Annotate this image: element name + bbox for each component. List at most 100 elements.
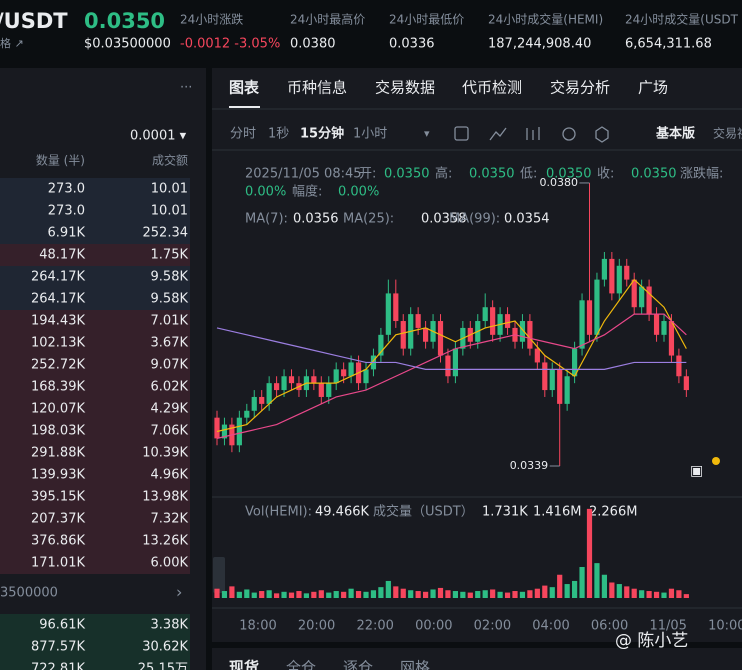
watermark: @ 陈小艺 <box>615 631 688 651</box>
volume-bar <box>668 588 675 598</box>
ask-amt: 9.58K <box>151 270 189 285</box>
volume-bar <box>393 586 399 598</box>
candle-body <box>549 369 555 391</box>
pair: /USDT <box>0 9 68 33</box>
tab[interactable]: 图表 <box>229 79 260 97</box>
tab[interactable]: 交易数据 <box>375 79 435 97</box>
more[interactable]: ··· <box>180 81 192 96</box>
ask-amt: 4.29K <box>151 402 189 417</box>
sub: 格 ↗ <box>0 36 24 50</box>
candle-body <box>259 396 265 404</box>
stat-label: 24小时成交量(USDT <box>625 12 739 27</box>
volume-bar <box>229 586 235 598</box>
candle-body <box>504 314 511 328</box>
ask-amt: 9.58K <box>151 292 189 307</box>
info: 0.0350 <box>469 167 515 182</box>
interval[interactable]: 15分钟 <box>300 126 344 142</box>
toolbar-icons[interactable] <box>454 126 609 143</box>
candle-body <box>579 300 585 349</box>
price: 0.0350 <box>84 9 165 33</box>
ma-value: 0.0354 <box>504 212 550 227</box>
candle-body <box>646 286 652 315</box>
mode2[interactable]: 交易视 <box>713 126 742 141</box>
ma-name: MA(99): <box>449 212 500 227</box>
row-bg <box>0 442 190 464</box>
row-bg <box>0 464 190 486</box>
vol-info: 49.466K <box>315 505 369 520</box>
bottom-tab[interactable]: 逐仓 <box>343 659 373 670</box>
interval[interactable]: 分时 <box>230 127 256 142</box>
volume-bar <box>445 590 451 598</box>
ask-amt: 9.07K <box>151 358 189 373</box>
row-bg <box>0 376 190 398</box>
candle-body <box>601 258 607 280</box>
info: 2025/11/05 08:45 <box>245 167 362 182</box>
row-bg <box>0 244 190 266</box>
volume-bar <box>311 591 317 598</box>
scroll-btn[interactable] <box>213 557 225 593</box>
volume-bar <box>586 508 593 598</box>
row-bg <box>0 310 190 332</box>
tab[interactable]: 交易分析 <box>550 79 610 97</box>
candle-body <box>572 348 578 377</box>
alert-dot <box>712 457 720 465</box>
volume-bar <box>572 580 578 598</box>
volume-bar <box>266 590 272 598</box>
interval-more[interactable]: ▾ <box>424 127 430 140</box>
candle-body <box>616 265 622 294</box>
tab[interactable]: 代币检测 <box>462 79 522 97</box>
ask-qty: 264.17K <box>31 270 85 285</box>
volume-bar <box>281 591 287 598</box>
ask-amt: 6.02K <box>151 380 189 395</box>
interval[interactable]: 1秒 <box>268 127 289 142</box>
x-tick-label: 18:00 <box>239 619 276 634</box>
mid-arrow[interactable]: › <box>176 583 182 602</box>
alert-icon[interactable]: ▣ <box>690 463 703 479</box>
tab[interactable]: 广场 <box>638 79 668 97</box>
ask-qty: 6.91K <box>48 226 86 241</box>
volume-bar <box>467 592 473 598</box>
info: 0.00% <box>338 185 379 200</box>
info: 开: <box>359 167 376 182</box>
volume-bar <box>318 590 324 598</box>
ask-qty: 171.01K <box>31 556 85 571</box>
bottom-tab[interactable]: 现货 <box>229 659 259 670</box>
volume-bar <box>348 588 354 598</box>
ask-qty: 168.39K <box>31 380 85 395</box>
volume-bar <box>646 591 652 598</box>
x-tick-label: 20:00 <box>298 619 335 634</box>
ask-qty: 120.07K <box>31 402 85 417</box>
stat-value: 6,654,311.68 <box>625 37 712 52</box>
info: 高: <box>435 166 452 182</box>
interval[interactable]: 1小时 <box>353 127 387 142</box>
ma-value: 0.0356 <box>293 212 339 227</box>
ask-amt: 7.32K <box>151 512 189 527</box>
info: 0.0350 <box>384 167 430 182</box>
candle-body <box>557 369 563 404</box>
volume-bar <box>423 591 429 598</box>
candle-body <box>452 348 458 377</box>
candle-body <box>266 383 272 404</box>
volume-bar <box>564 584 570 598</box>
ma-line <box>216 313 687 439</box>
bottom-tab[interactable]: 网格 <box>400 659 430 670</box>
ask-qty: 102.13K <box>31 336 85 351</box>
candle-body <box>490 307 496 335</box>
col-amt: 成交额 <box>152 153 188 168</box>
candle-body <box>519 321 526 342</box>
volume-bar <box>296 591 302 598</box>
volume-bar <box>333 591 339 598</box>
row-bg <box>0 200 190 222</box>
volume-bar <box>557 574 563 598</box>
tab[interactable]: 币种信息 <box>287 79 347 97</box>
mode[interactable]: 基本版 <box>655 126 695 142</box>
trade-panel <box>212 648 742 670</box>
volume-bar <box>601 574 607 598</box>
step[interactable]: 0.0001 ▾ <box>130 129 187 144</box>
candle-body <box>542 362 548 391</box>
candle-body <box>639 286 645 308</box>
bottom-tab[interactable]: 全仓 <box>286 659 316 670</box>
ask-qty: 48.17K <box>39 248 85 263</box>
volume-bar <box>490 589 496 598</box>
